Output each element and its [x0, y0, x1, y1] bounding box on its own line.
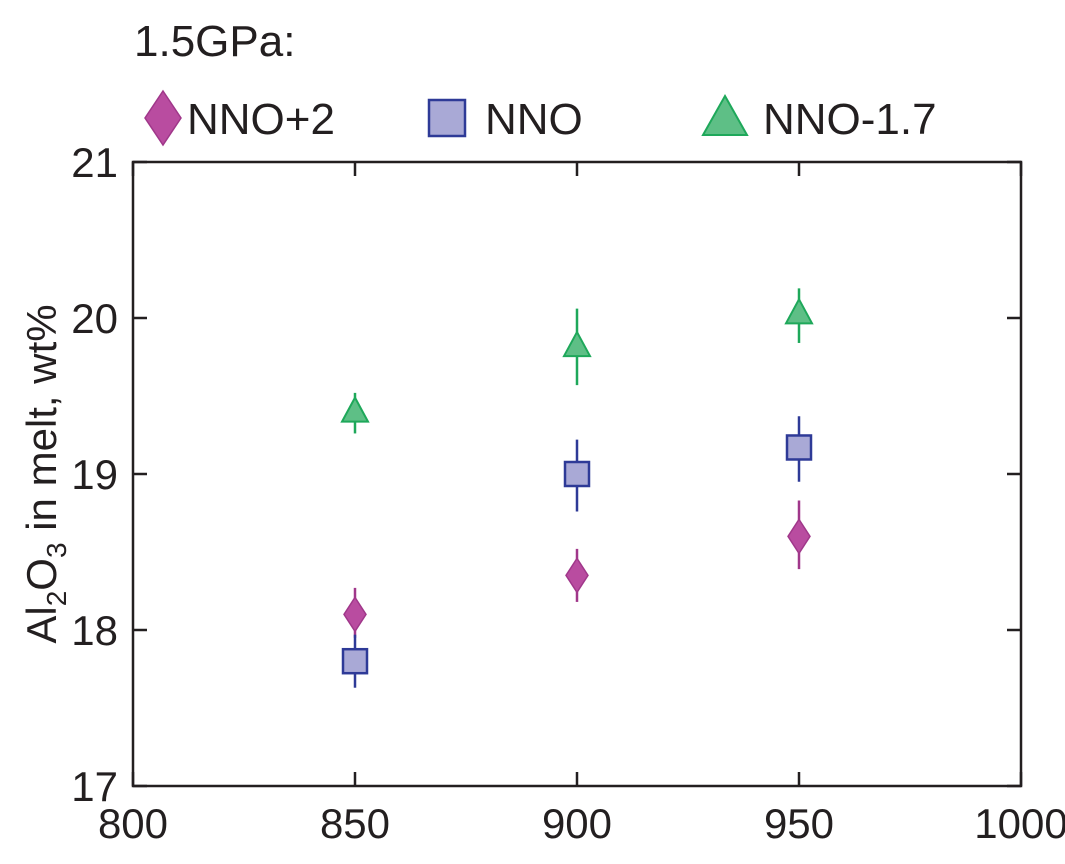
y-tick-label: 17 [71, 763, 118, 810]
data-point-square [341, 647, 369, 675]
y-tick-label: 19 [71, 451, 118, 498]
legend-label: NNO-1.7 [763, 95, 937, 144]
y-axis: 17 18 19 20 21 [71, 139, 1021, 810]
x-tick-label: 800 [98, 800, 168, 847]
legend-label: NNO+2 [187, 95, 335, 144]
y-tick-label: 20 [71, 295, 118, 342]
legend-label: NNO [485, 95, 583, 144]
x-tick-label: 850 [320, 800, 390, 847]
y-axis-label-part: O [18, 558, 65, 591]
data-point-square [785, 434, 813, 461]
legend-marker-triangle [701, 93, 749, 136]
y-axis-label-part: 3 [41, 542, 72, 558]
y-tick-label: 18 [71, 607, 118, 654]
y-axis-label-part: 2 [41, 591, 72, 607]
y-axis-label: Al2O3 in melt, wt% [18, 304, 72, 643]
legend-marker-square [427, 98, 467, 138]
series-diamond [343, 500, 811, 638]
chart-title: 1.5GPa: [134, 17, 295, 66]
data-point-diamond [787, 518, 811, 555]
data-point-diamond [343, 596, 367, 633]
data-point-triangle [340, 395, 370, 423]
legend-marker-diamond [144, 89, 182, 147]
data-points [340, 288, 814, 688]
x-tick-label: 1000 [974, 800, 1065, 847]
legend: NNO+2 NNO NNO-1.7 [144, 89, 937, 147]
series-triangle [340, 288, 814, 434]
series-square [341, 416, 813, 688]
y-tick-label: 21 [71, 139, 118, 186]
data-point-square [563, 460, 591, 488]
y-axis-label-part: Al [18, 606, 65, 643]
x-axis: 800 850 900 950 1000 [98, 162, 1065, 847]
x-tick-label: 950 [764, 800, 834, 847]
data-point-triangle [784, 297, 814, 325]
y-axis-label-part: in melt, wt% [18, 304, 65, 542]
data-point-diamond [565, 557, 589, 594]
x-tick-label: 900 [542, 800, 612, 847]
data-point-triangle [562, 329, 592, 358]
